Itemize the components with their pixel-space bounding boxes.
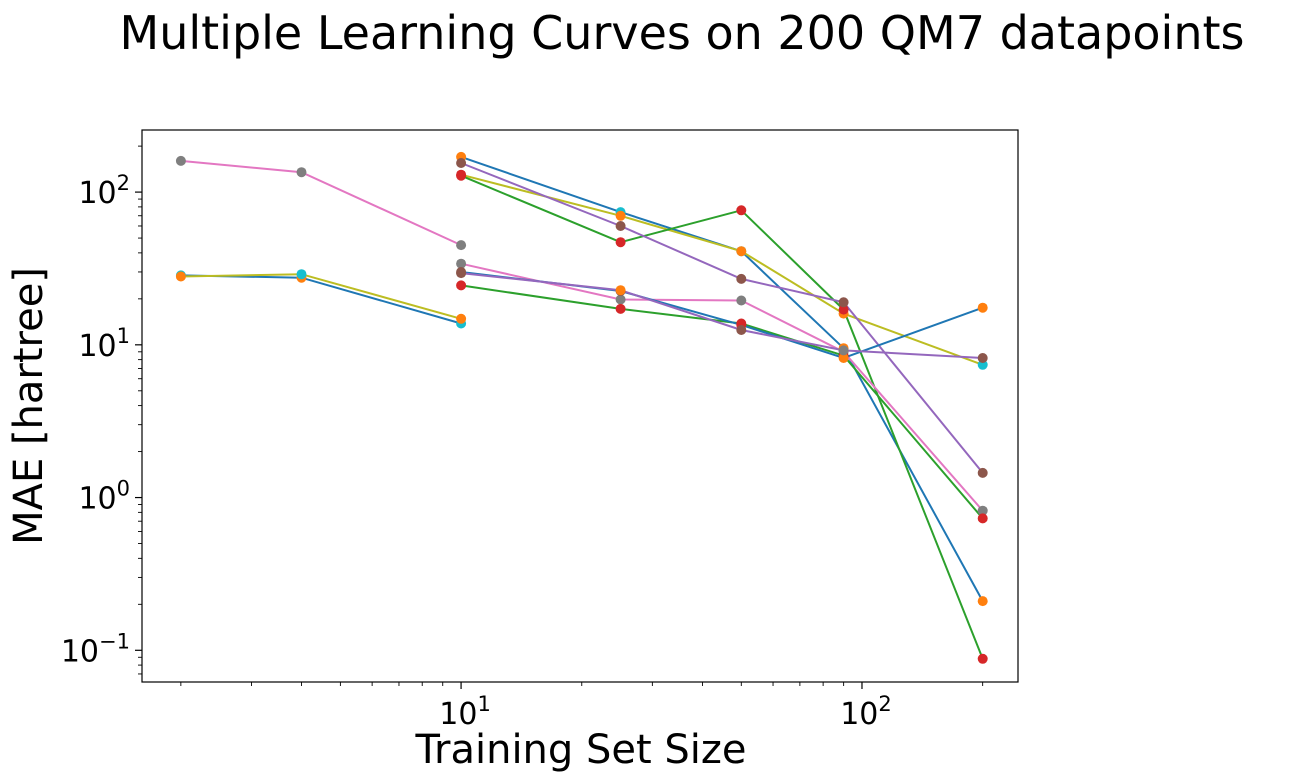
series-2-point [456, 313, 467, 324]
series-8-point [615, 294, 626, 305]
series-10-point [838, 353, 849, 363]
series-5-point [615, 210, 626, 221]
series-11-point [615, 285, 626, 296]
y-axis-label: MAE [hartree] [6, 267, 52, 545]
chart-title: Multiple Learning Curves on 200 QM7 data… [120, 6, 1245, 60]
series-9-point [456, 280, 467, 291]
series-8-point [736, 295, 747, 306]
series-line-11 [460, 272, 983, 359]
series-3-point [175, 155, 186, 166]
series-8-point [456, 258, 467, 269]
series-6-point [615, 237, 626, 248]
series-11-point [838, 345, 849, 356]
series-line-8 [460, 262, 984, 512]
series-7-point [838, 297, 849, 308]
series-11-point [977, 353, 988, 363]
series-2-point [296, 269, 307, 280]
series-line-10 [460, 271, 984, 360]
series-5-point [736, 246, 747, 257]
series-7-point [736, 273, 747, 284]
x-axis-label: Training Set Size [414, 727, 746, 773]
series-6-point [456, 170, 467, 181]
series-group [175, 151, 988, 664]
series-6-point [977, 653, 988, 664]
x-tick-label: 102 [840, 692, 892, 732]
series-6-point [838, 304, 849, 315]
series-9-point [615, 303, 626, 314]
series-line-3 [180, 159, 462, 247]
series-3-point [296, 167, 307, 178]
series-7-point [977, 467, 988, 478]
series-line-1 [180, 274, 462, 325]
series-line-4 [460, 155, 984, 602]
series-10-point [977, 302, 988, 313]
x-axis: 101 102 [180, 682, 984, 732]
y-tick-label: 10−1 [61, 629, 130, 669]
series-6-point [736, 205, 747, 216]
series-9-point [977, 513, 988, 524]
series-3-point [456, 240, 467, 251]
series-11-point [736, 325, 747, 335]
series-7-point [615, 221, 626, 231]
series-2-point [175, 271, 186, 282]
y-tick-label: 101 [78, 324, 130, 364]
y-axis: 10−1 100 101 102 [61, 145, 142, 675]
y-tick-label: 102 [78, 171, 130, 211]
series-4-point [977, 596, 988, 607]
series-7-point [456, 158, 467, 168]
y-tick-label: 100 [78, 477, 130, 517]
series-8-point [977, 505, 988, 516]
x-tick-label: 101 [439, 692, 491, 732]
series-line-6 [460, 174, 984, 660]
series-11-point [456, 268, 467, 279]
